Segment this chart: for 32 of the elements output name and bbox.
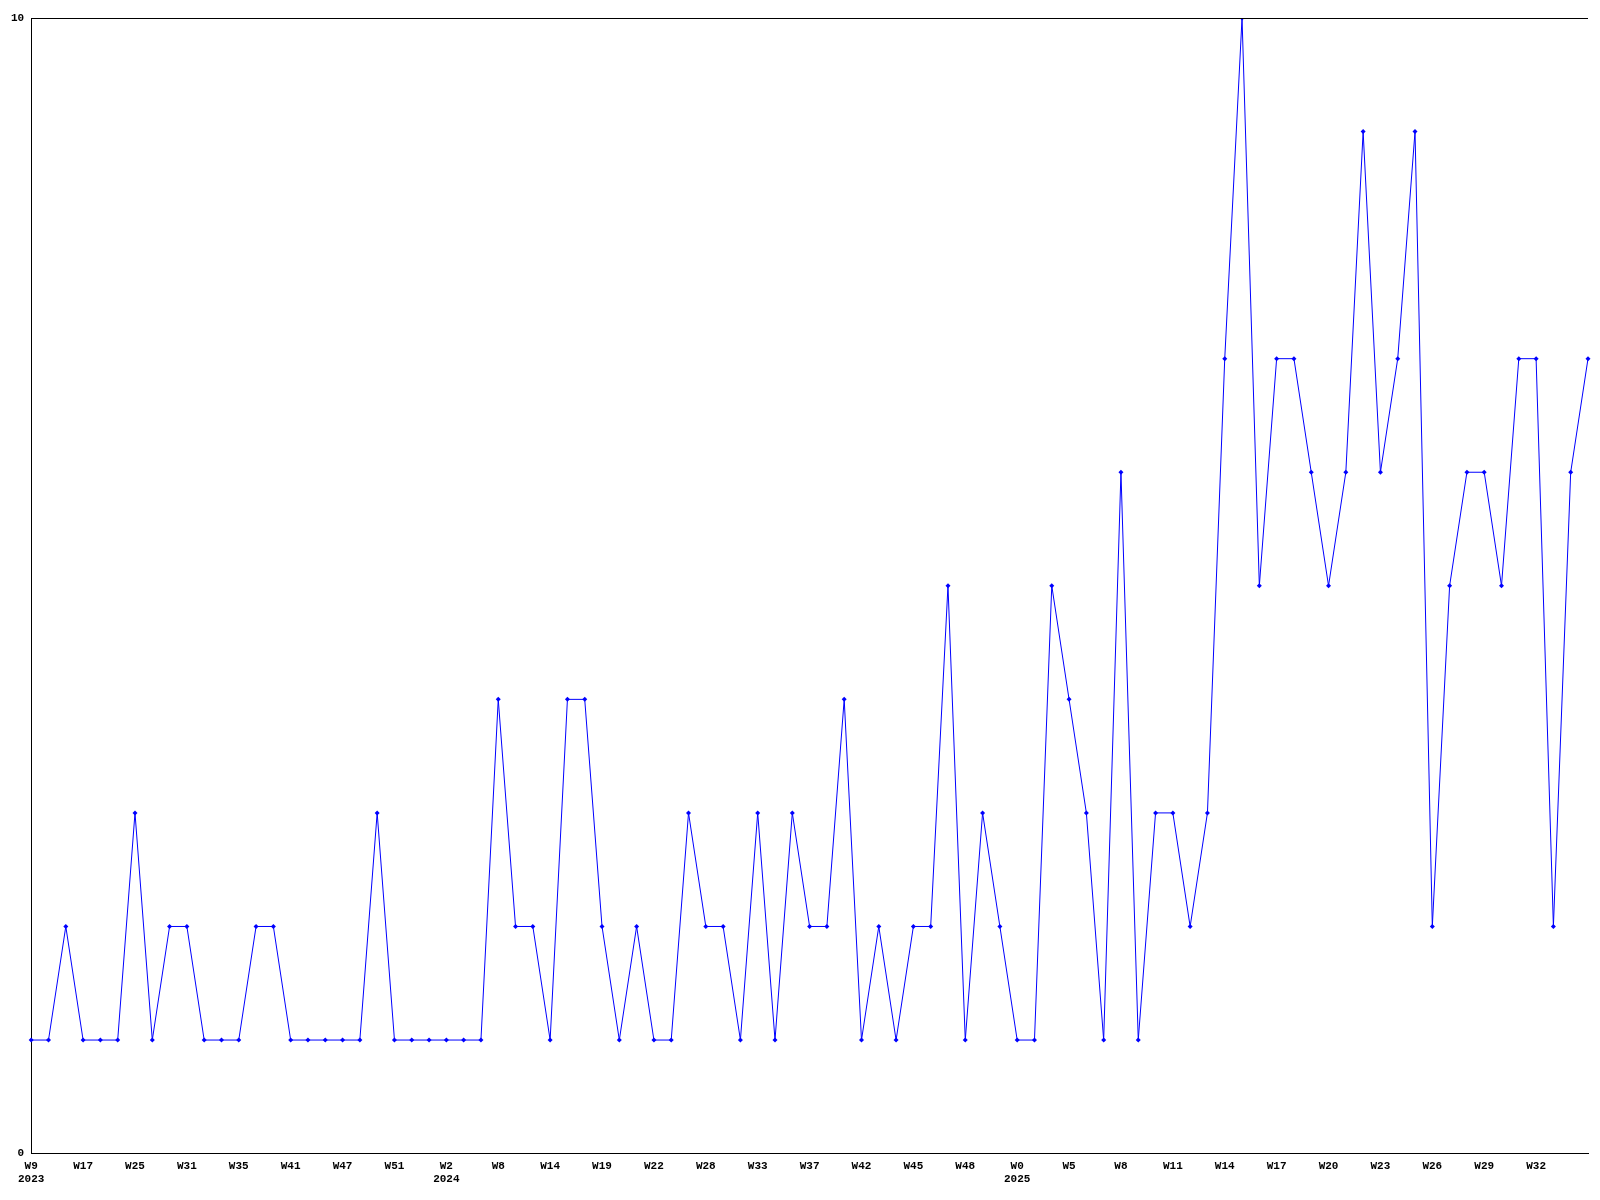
x-tick-label: W20 bbox=[1318, 1159, 1339, 1172]
x-tick-label: W29 bbox=[1474, 1159, 1495, 1172]
x-tick-label: W45 bbox=[903, 1159, 924, 1172]
x-tick-label: W33 bbox=[747, 1159, 768, 1172]
x-tick-label: W42 bbox=[851, 1159, 872, 1172]
x-tick-label: W19 bbox=[592, 1159, 612, 1172]
x-tick-label: W48 bbox=[955, 1159, 976, 1172]
x-tick-label: W32 bbox=[1526, 1159, 1547, 1172]
x-tick-label: W51 bbox=[384, 1159, 405, 1172]
x-tick-label: W37 bbox=[799, 1159, 820, 1172]
y-tick-label: 10 bbox=[11, 11, 25, 24]
x-tick-label: W8 bbox=[1114, 1159, 1128, 1172]
x-tick-label: W23 bbox=[1370, 1159, 1391, 1172]
x-tick-label: W17 bbox=[1266, 1159, 1287, 1172]
x-tick-label: W17 bbox=[73, 1159, 93, 1172]
x-tick-label: W47 bbox=[332, 1159, 353, 1172]
y-tick-label: 0 bbox=[17, 1147, 25, 1160]
x-tick-label: W41 bbox=[280, 1159, 301, 1172]
x-tick-label: W26 bbox=[1422, 1159, 1443, 1172]
x-tick-label: W28 bbox=[695, 1159, 717, 1172]
x-tick-label: W9 2023 bbox=[18, 1159, 45, 1186]
x-tick-label: W22 bbox=[644, 1159, 664, 1172]
x-tick-label: W2 2024 bbox=[433, 1159, 460, 1186]
x-tick-label: W35 bbox=[228, 1159, 250, 1172]
x-tick-label: W8 bbox=[491, 1159, 506, 1172]
x-tick-label: W25 bbox=[125, 1159, 146, 1172]
x-tick-label: W14 bbox=[1214, 1159, 1236, 1172]
x-tick-label: W14 bbox=[540, 1159, 561, 1172]
x-tick-label: W31 bbox=[176, 1159, 198, 1172]
x-tick-label: W5 bbox=[1062, 1159, 1077, 1172]
x-tick-label: W11 bbox=[1162, 1159, 1184, 1172]
x-tick-label: W0 2025 bbox=[1003, 1159, 1031, 1186]
